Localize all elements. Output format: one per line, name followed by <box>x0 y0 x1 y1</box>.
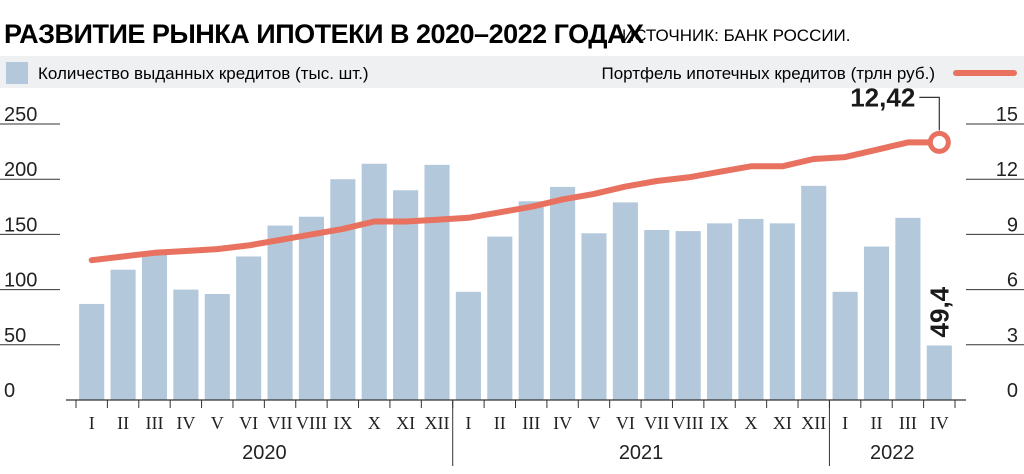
bar <box>110 269 136 400</box>
month-label: X <box>368 413 381 433</box>
month-label: XI <box>396 413 415 433</box>
month-label: IX <box>333 413 352 433</box>
month-label: XI <box>773 413 792 433</box>
month-label: V <box>211 413 224 433</box>
year-label: 2021 <box>619 442 664 464</box>
month-label: II <box>871 413 883 433</box>
right-tick-label: 3 <box>1007 325 1018 347</box>
right-tick-label: 0 <box>1007 380 1018 402</box>
bar <box>330 179 356 400</box>
bar <box>706 223 733 400</box>
legend-line-label: Портфель ипотечных кредитов (трлн руб.) <box>602 64 936 83</box>
month-label: VIII <box>296 413 327 433</box>
month-label: XII <box>425 413 450 433</box>
bar <box>518 201 544 400</box>
bar <box>612 202 638 400</box>
bar <box>267 225 293 400</box>
left-tick-label: 0 <box>4 380 15 402</box>
right-tick-label: 12 <box>996 159 1018 181</box>
legend-bar-label: Количество выданных кредитов (тыс. шт.) <box>38 64 369 83</box>
bar <box>738 218 764 400</box>
bar <box>801 185 827 400</box>
bar <box>204 294 230 400</box>
left-tick-label: 150 <box>4 214 37 236</box>
legend-band <box>0 56 1024 88</box>
year-label: 2020 <box>242 442 287 464</box>
month-label: VI <box>616 413 635 433</box>
bar <box>393 190 419 400</box>
month-label: IV <box>176 413 195 433</box>
bar <box>675 231 701 400</box>
month-label: VII <box>644 413 669 433</box>
bar <box>581 233 607 400</box>
month-label: III <box>522 413 540 433</box>
bar <box>424 164 450 400</box>
month-label: IV <box>930 413 949 433</box>
line-last-value-label: 12,42 <box>850 82 915 112</box>
month-label: I <box>842 413 848 433</box>
chart-title: РАЗВИТИЕ РЫНКА ИПОТЕКИ В 2020–2022 ГОДАХ <box>4 19 644 49</box>
callout-leader <box>919 96 940 131</box>
right-tick-label: 15 <box>996 104 1018 126</box>
bar <box>298 216 325 400</box>
month-label: II <box>494 413 506 433</box>
bar <box>141 253 168 400</box>
left-tick-label: 250 <box>4 104 37 126</box>
bar <box>487 236 513 400</box>
portfolio-last-point <box>927 130 951 154</box>
left-tick-label: 200 <box>4 159 37 181</box>
left-tick-label: 50 <box>4 325 26 347</box>
month-label: VI <box>239 413 258 433</box>
left-tick-label: 100 <box>4 270 37 292</box>
bar <box>361 163 387 400</box>
bar <box>895 217 921 400</box>
chart-source: ИСТОЧНИК: БАНК РОССИИ. <box>622 26 851 45</box>
month-label: IX <box>710 413 729 433</box>
bar <box>769 223 795 400</box>
month-label: VIII <box>673 413 704 433</box>
bar <box>455 291 481 400</box>
month-label: III <box>145 413 163 433</box>
bar <box>832 291 858 400</box>
month-label: II <box>117 413 129 433</box>
portfolio-line <box>88 139 943 264</box>
bar <box>550 186 576 400</box>
month-label: I <box>89 413 95 433</box>
bar <box>926 345 952 400</box>
bar <box>79 303 105 400</box>
year-label: 2022 <box>870 442 915 464</box>
right-tick-label: 6 <box>1007 270 1018 292</box>
bar <box>644 229 670 400</box>
month-label: XII <box>801 413 826 433</box>
month-label: VII <box>268 413 293 433</box>
month-label: III <box>899 413 917 433</box>
month-label: X <box>744 413 757 433</box>
legend-bar-swatch <box>6 62 28 84</box>
bar <box>863 246 890 400</box>
bar <box>173 289 199 400</box>
month-label: IV <box>553 413 572 433</box>
bar-last-value-label: 49,4 <box>924 286 954 337</box>
month-label: I <box>465 413 471 433</box>
right-tick-label: 9 <box>1007 214 1018 236</box>
bar <box>236 256 262 400</box>
month-label: V <box>587 413 600 433</box>
